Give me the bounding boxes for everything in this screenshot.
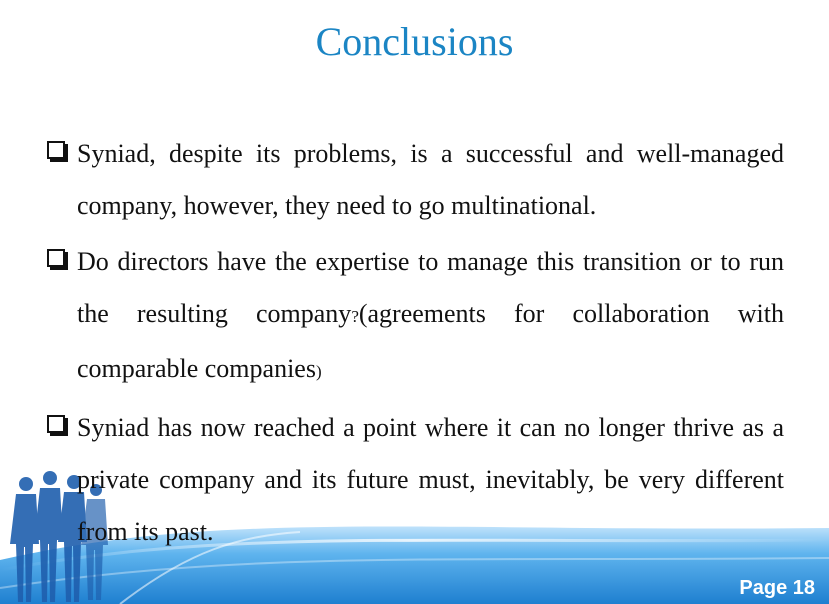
question-mark: ? — [351, 307, 359, 326]
bullet-list: Syniad, despite its problems, is a succe… — [44, 128, 784, 558]
checkbox-square-icon — [47, 141, 65, 159]
page-number: Page 18 — [739, 577, 815, 599]
bullet-item: Syniad has now reached a point where it … — [44, 402, 784, 558]
closing-paren: ) — [315, 362, 322, 381]
checkbox-square-icon — [47, 249, 65, 267]
bullet-text-paren: (agreements for collaboration with compa… — [77, 299, 784, 383]
business-people-icon — [10, 471, 108, 602]
bullet-text: Syniad, despite its problems, is a succe… — [77, 139, 784, 220]
checkbox-square-icon — [47, 415, 65, 433]
bullet-text: Do directors have the expertise to manag… — [77, 247, 784, 328]
bullet-item: Do directors have the expertise to manag… — [44, 236, 784, 398]
slide-title: Conclusions — [315, 19, 514, 64]
footer-decoration — [0, 526, 829, 604]
bullet-item: Syniad, despite its problems, is a succe… — [44, 128, 784, 232]
bullet-text: Syniad has now reached a point where it … — [77, 413, 784, 546]
